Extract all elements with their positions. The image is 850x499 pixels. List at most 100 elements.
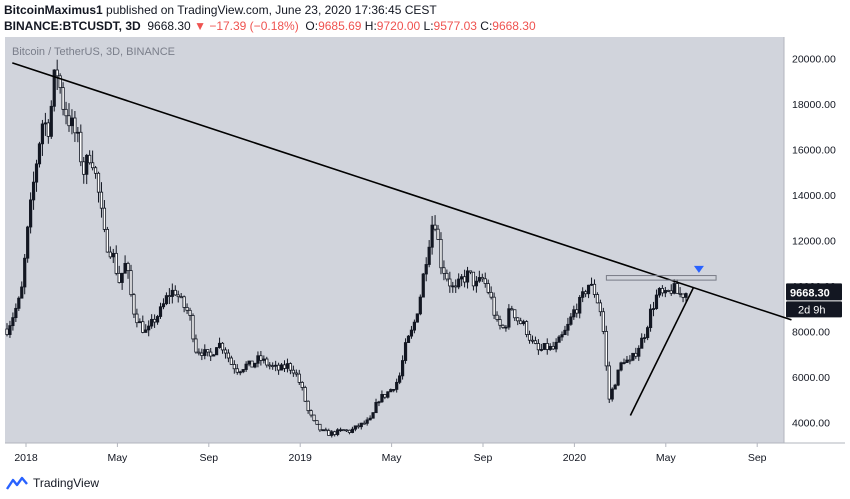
candle-body: [303, 387, 307, 402]
candle-body: [88, 154, 92, 164]
candle-body: [306, 400, 310, 412]
candle-body: [637, 347, 641, 357]
plot-area[interactable]: [5, 37, 784, 443]
candle-body: [471, 271, 476, 287]
candle-body: [684, 293, 688, 298]
open-label: O:: [305, 19, 319, 33]
candle-body: [522, 321, 526, 325]
candle-body: [117, 272, 121, 283]
candle-body: [383, 394, 387, 398]
candle-body: [433, 224, 437, 230]
candle-body: [238, 371, 242, 374]
candle-body: [598, 302, 602, 313]
candle-body: [527, 334, 532, 341]
candle-body: [395, 381, 399, 390]
candle-body: [660, 288, 664, 294]
candle-body: [554, 341, 558, 350]
chart[interactable]: Bitcoin / TetherUS, 3D, BINANCE 20000.00…: [0, 37, 850, 471]
horizontal-zone: [605, 275, 717, 281]
candle-body: [610, 388, 614, 400]
candle-body: [123, 262, 127, 274]
candle-body: [601, 311, 605, 332]
candle-body: [415, 313, 419, 323]
candle-body: [235, 368, 239, 373]
y-tick-label: 8000.00: [792, 326, 830, 338]
y-tick-label: 12000.00: [792, 235, 836, 247]
candle-body: [209, 351, 213, 357]
candle-body: [182, 296, 186, 308]
candle-body: [548, 345, 552, 350]
candle-body: [436, 228, 440, 240]
candle-body: [37, 143, 42, 165]
candle-body: [578, 296, 582, 314]
candle-body: [495, 314, 499, 320]
candle-body: [427, 246, 431, 265]
candle-body: [386, 391, 390, 398]
candle-body: [34, 163, 39, 183]
candle-body: [333, 431, 337, 435]
price-axis[interactable]: [784, 37, 845, 443]
candle-body: [501, 324, 505, 328]
candle-body: [595, 294, 600, 304]
y-tick-label: 18000.00: [792, 99, 836, 111]
candle-body: [516, 317, 520, 322]
candle-body: [161, 303, 166, 308]
candle-body: [663, 290, 667, 294]
candle-body: [250, 360, 254, 368]
candle-body: [622, 362, 626, 364]
candle-body: [569, 316, 573, 325]
countdown-label: 2d 9h: [798, 304, 826, 316]
candle-body: [194, 338, 198, 353]
candle-body: [179, 296, 183, 299]
candle-body: [418, 296, 422, 315]
candle-body: [188, 309, 192, 316]
candle-body: [96, 172, 101, 193]
candle-body: [486, 283, 490, 293]
footer-brand[interactable]: TradingView: [33, 476, 100, 490]
candle-body: [52, 69, 56, 107]
candle-body: [23, 257, 27, 288]
candles: [5, 59, 688, 438]
candle-body: [551, 345, 555, 350]
candle-body: [276, 364, 281, 371]
candle-body: [350, 428, 355, 433]
candle-body: [672, 283, 676, 294]
author-name[interactable]: BitcoinMaximus1: [4, 3, 103, 17]
resistance-zone: [605, 275, 717, 281]
resistance-trendline: [12, 62, 792, 321]
candle-body: [678, 292, 682, 295]
candle-body: [215, 347, 219, 356]
candle-body: [507, 308, 511, 328]
candle-body: [282, 364, 287, 369]
candle-body: [14, 307, 18, 319]
candle-body: [76, 131, 80, 134]
candle-body: [442, 267, 446, 274]
candle-body: [539, 349, 543, 351]
candle-body: [560, 334, 564, 338]
high-value: 9720.00: [376, 19, 421, 33]
candle-body: [144, 329, 148, 333]
candle-body: [291, 369, 295, 374]
candle-body: [176, 294, 180, 298]
candle-body: [592, 283, 597, 295]
candle-body: [102, 207, 107, 230]
tradingview-logo-icon[interactable]: [6, 476, 28, 490]
symbol-info: BINANCE:BTCUSDT, 3D 9668.30 ▼ −17.39 (−0…: [4, 19, 536, 33]
candle-body: [646, 327, 650, 339]
published-text: published on TradingView.com, June 23, 2…: [102, 3, 437, 17]
candle-body: [451, 285, 455, 288]
candle-body: [616, 369, 620, 386]
price-label: 9668.30: [790, 287, 830, 299]
candle-body: [519, 320, 523, 325]
candle-body: [607, 365, 611, 400]
candle-body: [17, 297, 21, 309]
candle-body: [654, 294, 659, 309]
candle-body: [439, 238, 443, 269]
candle-body: [247, 360, 251, 365]
candle-body: [589, 283, 594, 286]
candle-body: [330, 431, 334, 436]
marker: [693, 265, 704, 273]
candle-body: [279, 364, 284, 371]
candle-body: [79, 131, 83, 163]
candle-body: [510, 308, 514, 311]
